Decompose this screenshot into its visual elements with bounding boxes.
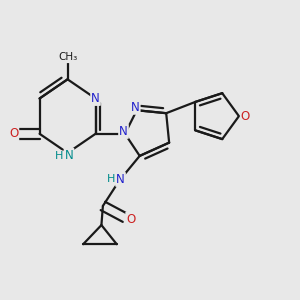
Text: H: H <box>55 152 64 161</box>
Text: N: N <box>91 92 100 105</box>
Text: O: O <box>9 127 18 140</box>
Text: O: O <box>126 213 136 226</box>
Text: H: H <box>107 174 115 184</box>
Text: N: N <box>119 125 128 138</box>
Text: N: N <box>131 101 140 114</box>
Text: N: N <box>116 173 125 186</box>
Text: O: O <box>241 110 250 123</box>
Text: CH₃: CH₃ <box>58 52 77 62</box>
Text: N: N <box>65 149 74 162</box>
